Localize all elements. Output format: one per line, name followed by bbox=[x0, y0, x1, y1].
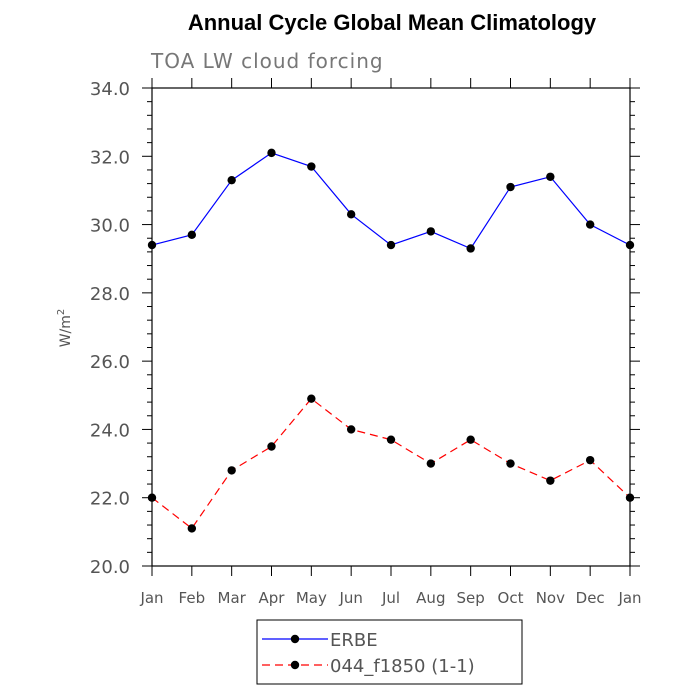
legend: ERBE 044_f1850 (1-1) bbox=[256, 619, 523, 685]
data-point bbox=[147, 240, 157, 250]
chart-title: Annual Cycle Global Mean Climatology bbox=[188, 10, 597, 35]
legend-label: 044_f1850 (1-1) bbox=[330, 656, 475, 677]
data-point bbox=[625, 240, 635, 250]
data-point bbox=[346, 210, 356, 219]
y-axis-label-main: W/m bbox=[58, 315, 74, 347]
y-tick-label: 34.0 bbox=[90, 79, 130, 100]
data-point bbox=[386, 435, 396, 444]
data-point bbox=[506, 459, 515, 468]
data-point bbox=[147, 493, 157, 502]
x-tick-label: Jul bbox=[381, 589, 400, 607]
series-layer bbox=[147, 148, 635, 533]
data-point bbox=[227, 175, 236, 185]
data-point bbox=[307, 162, 316, 171]
data-point bbox=[426, 459, 436, 468]
x-tick-label: Mar bbox=[218, 589, 247, 607]
data-point bbox=[546, 172, 555, 181]
legend-label: ERBE bbox=[330, 630, 378, 651]
x-tick-label: Apr bbox=[259, 589, 286, 607]
x-tick-label: Feb bbox=[179, 589, 206, 607]
x-tick-label: Jan bbox=[617, 589, 641, 607]
data-point bbox=[307, 394, 316, 403]
data-point bbox=[187, 230, 197, 240]
x-tick-label: Nov bbox=[536, 589, 565, 607]
plot-frame bbox=[151, 87, 631, 567]
data-point bbox=[466, 244, 475, 253]
series-1 bbox=[147, 148, 635, 253]
data-point bbox=[227, 466, 236, 475]
y-tick-label: 24.0 bbox=[90, 420, 130, 441]
legend-swatch-marker bbox=[290, 660, 300, 670]
data-point bbox=[506, 182, 515, 192]
y-tick-label: 26.0 bbox=[90, 352, 130, 373]
x-tick-label: Jan bbox=[139, 589, 163, 607]
chart-subtitle: TOA LW cloud forcing bbox=[150, 49, 384, 73]
data-point bbox=[267, 442, 276, 451]
legend-box bbox=[256, 619, 523, 685]
x-tick-label: Aug bbox=[416, 589, 445, 607]
y-axis-label: W/m2 bbox=[56, 309, 74, 348]
x-tick-label: Jun bbox=[338, 589, 362, 607]
data-point bbox=[426, 227, 436, 236]
data-point bbox=[585, 455, 595, 465]
axes: 20.0 22.0 24.0 26.0 28.0 30.0 32.0 34.0 Jan Feb Ma… bbox=[90, 78, 642, 607]
x-tick-label: May bbox=[296, 589, 327, 607]
data-point bbox=[386, 240, 396, 250]
series-line bbox=[151, 152, 631, 250]
x-tick-label: Sep bbox=[457, 589, 485, 607]
x-tick-label: Oct bbox=[498, 589, 524, 607]
data-point bbox=[346, 425, 356, 434]
series-2 bbox=[147, 394, 635, 533]
legend-swatch-marker bbox=[290, 634, 300, 644]
data-point bbox=[546, 476, 555, 485]
x-tick-label: Dec bbox=[576, 589, 605, 607]
y-tick-label: 22.0 bbox=[90, 489, 130, 510]
data-point bbox=[625, 493, 635, 502]
data-point bbox=[585, 220, 595, 229]
y-tick-label: 28.0 bbox=[90, 284, 130, 305]
y-tick-label: 20.0 bbox=[90, 557, 130, 578]
data-point bbox=[187, 524, 197, 533]
data-point bbox=[466, 435, 475, 444]
y-tick-label: 30.0 bbox=[90, 216, 130, 237]
data-point bbox=[267, 148, 276, 158]
y-axis-label-superscript: 2 bbox=[56, 309, 67, 315]
y-tick-label: 32.0 bbox=[90, 147, 130, 168]
series-line bbox=[151, 397, 631, 530]
